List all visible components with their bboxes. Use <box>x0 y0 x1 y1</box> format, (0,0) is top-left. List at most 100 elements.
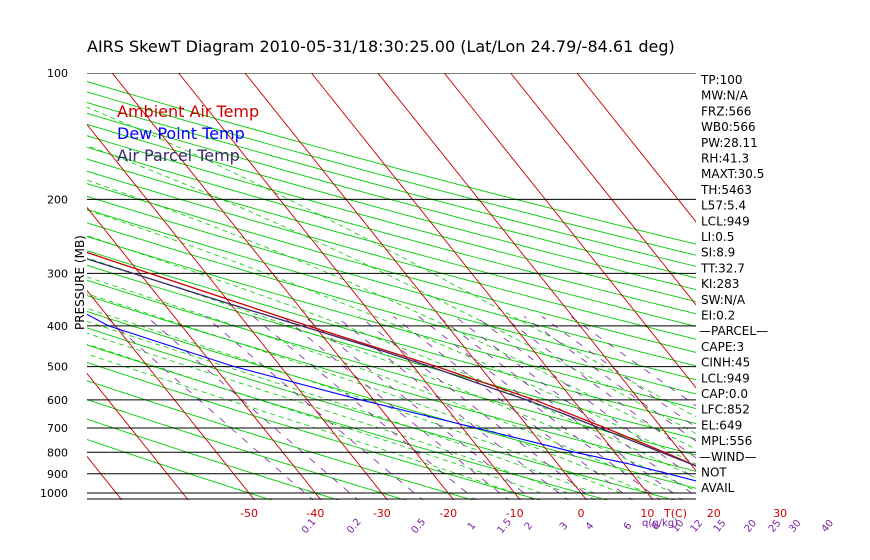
pressure-tick-label: 1000 <box>40 487 68 500</box>
mixing-ratio-line <box>304 316 534 500</box>
moist-adiabat-line <box>87 307 621 494</box>
bottom-temp-tick-label: -30 <box>373 507 391 520</box>
mixing-ratio-tick-label: 4 <box>584 520 597 532</box>
bottom-temp-tick-label: 20 <box>707 507 721 520</box>
mixing-ratio-tick-label: 2 <box>523 520 536 532</box>
bottom-temp-tick-label: -50 <box>240 507 258 520</box>
moist-adiabat-line <box>87 353 515 494</box>
mixing-ratio-tick-label: 1 <box>466 520 479 532</box>
bottom-temp-tick-label: 10 <box>640 507 654 520</box>
stability-index: EI:0.2 <box>701 309 735 323</box>
moist-adiabat-line <box>87 332 568 494</box>
mixing-ratio-line <box>105 316 314 500</box>
mixing-ratio-line <box>418 316 661 500</box>
ambient-temperature-point <box>736 483 737 484</box>
dry-adiabat-line <box>87 158 696 327</box>
isotherm-line <box>443 73 696 389</box>
stability-index: LFC:852 <box>701 403 750 417</box>
pressure-tick-label: 900 <box>47 468 68 481</box>
ambient-temperature-point <box>149 272 151 274</box>
mixing-ratio-line <box>335 316 569 500</box>
mixing-ratio-line <box>454 316 696 497</box>
mixing-ratio-line <box>205 316 424 500</box>
parcel-temperature-point <box>778 494 779 495</box>
parcel-temperature-point <box>484 385 486 387</box>
stability-index: LI:0.5 <box>701 230 734 244</box>
stability-index: TT:32.7 <box>700 261 745 275</box>
stability-index: SI:8.9 <box>701 246 735 260</box>
temperature-unit-label: T(C) <box>663 507 687 520</box>
stability-index: WB0:566 <box>701 120 756 134</box>
ambient-temperature-point <box>49 240 50 241</box>
mixing-ratio-tick-label: 8 <box>650 520 663 532</box>
dewpoint-temperature-point <box>738 494 739 495</box>
parcel-temperature-point <box>742 483 743 484</box>
moist-adiabat-line <box>87 235 696 479</box>
bottom-temp-tick-label: -40 <box>306 507 324 520</box>
isotherm-line <box>87 372 189 500</box>
pressure-tick-label: 300 <box>47 267 68 280</box>
mixing-ratio-tick-label: 6 <box>622 520 635 532</box>
dry-adiabat-line <box>87 398 407 500</box>
stability-index: MAXT:30.5 <box>701 167 764 181</box>
dry-adiabat-line <box>87 146 696 315</box>
mixing-ratio-tick-label: 12 <box>689 518 706 535</box>
pressure-tick-label: 600 <box>47 394 68 407</box>
dry-adiabat-line <box>87 80 696 245</box>
dewpoint-temperature-point <box>574 451 576 453</box>
mixing-ratio-line <box>253 316 477 500</box>
mixing-ratio-tick-label: 15 <box>712 518 729 535</box>
ambient-temperature-point <box>604 427 606 429</box>
stability-index: FRZ:566 <box>701 104 751 118</box>
dewpoint-temperature-point <box>62 301 63 302</box>
stability-index: KI:283 <box>701 277 739 291</box>
moist-adiabat-line <box>87 106 696 418</box>
bottom-temperature-axis: -50 -40 -30 -20 -10 0 10 20 30 <box>240 507 787 520</box>
dry-adiabat-line <box>87 236 696 410</box>
dry-adiabat-line <box>87 112 696 279</box>
dry-adiabat-line <box>87 222 696 395</box>
dewpoint-temperature-point <box>667 473 670 475</box>
parcel-temperature-point <box>689 463 692 465</box>
dry-adiabat-line <box>87 183 696 353</box>
stability-index: CAP:0.0 <box>701 387 748 401</box>
stability-index: PW:28.11 <box>701 136 758 150</box>
dry-adiabat-line <box>87 295 696 472</box>
stability-index: LCL:949 <box>701 214 750 228</box>
dry-adiabat-line <box>87 208 696 381</box>
dry-adiabat-line <box>87 102 696 267</box>
stability-index: RH:41.3 <box>701 152 749 166</box>
isotherm-line <box>111 73 455 500</box>
moist-adiabat-line <box>87 179 696 450</box>
stability-index: SW:N/A <box>701 293 746 307</box>
isotherm-line <box>510 73 696 306</box>
isotherm-line <box>377 73 696 472</box>
dry-adiabat-line <box>87 327 676 500</box>
dry-adiabat-line <box>87 418 340 500</box>
ambient-temperature-point <box>307 325 309 327</box>
mixing-ratio-line <box>393 316 633 500</box>
isotherm-line <box>0 64 57 502</box>
ambient-temperature-point <box>778 494 779 495</box>
dry-adiabat-line <box>87 279 696 456</box>
stability-index: CINH:45 <box>701 356 750 370</box>
parcel-temperature-point <box>525 399 527 401</box>
pressure-tick-label: 400 <box>47 320 68 333</box>
mixing-ratio-line <box>438 316 684 500</box>
moist-adiabat-line <box>87 276 675 494</box>
isotherm-line <box>310 73 654 500</box>
parcel-temperature-point <box>26 240 27 241</box>
stability-index: LCL:949 <box>701 371 750 385</box>
pressure-tick-label: 100 <box>47 67 68 80</box>
stability-index: MW:N/A <box>701 89 749 103</box>
mixing-ratio-tick-label: 30 <box>787 518 804 535</box>
mixing-ratio-line <box>523 316 696 442</box>
dewpoint-temperature-point <box>233 365 235 368</box>
pressure-tick-label: 700 <box>47 422 68 435</box>
parcel-temperature-line <box>87 258 696 467</box>
dry-adiabat-line <box>87 123 696 291</box>
stability-index: L57:5.4 <box>701 199 746 213</box>
stability-index: MPL:556 <box>701 434 752 448</box>
parcel-temperature-point <box>370 346 373 348</box>
